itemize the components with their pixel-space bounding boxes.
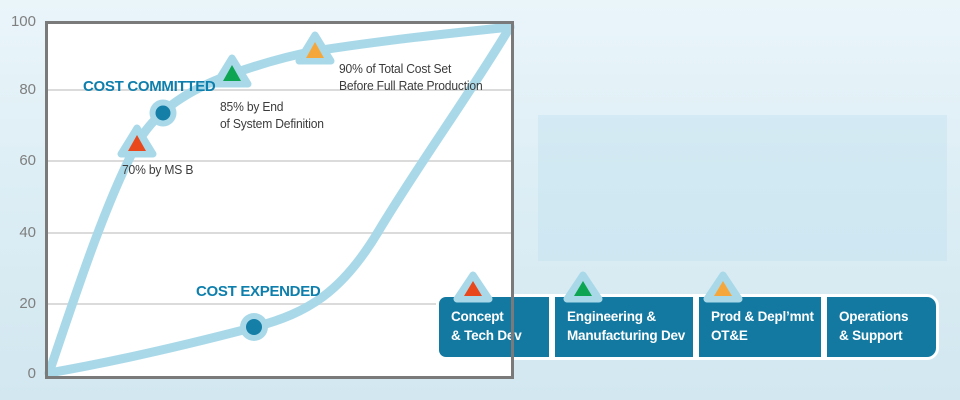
phase-box-concept-tech-dev: Concept & Tech Dev [436, 271, 552, 360]
cost-expended-curve [44, 22, 515, 378]
gridlines [48, 89, 511, 305]
y-axis-tick-80: 80 [19, 81, 36, 98]
annotation-system-definition: 85% by End of System Definition [220, 98, 324, 132]
system-definition-green-triangle-marker [212, 54, 252, 88]
committed-blue-dot-marker [149, 99, 177, 127]
ms-b-red-triangle-marker [117, 124, 157, 158]
y-axis-tick-60: 60 [19, 152, 36, 169]
annotation-ms-b: 70% by MS B [122, 162, 194, 177]
phase-label-line: Concept [451, 309, 504, 324]
annotation-full-rate-production-line2: Before Full Rate Production [339, 78, 483, 93]
y-axis-tick-0: 0 [27, 365, 36, 382]
annotation-system-definition-line1: 85% by End [220, 99, 284, 114]
phase-label-line: Prod & Depl’mnt [711, 309, 814, 324]
full-rate-production-orange-triangle-marker [295, 31, 335, 65]
annotation-full-rate-production-line1: 90% of Total Cost Set [339, 61, 452, 76]
phase-label-line: & Support [839, 328, 903, 343]
annotation-system-definition-line2: of System Definition [220, 116, 324, 131]
phase-label-line: OT&E [711, 328, 748, 343]
production-phase-orange-triangle-icon [703, 271, 743, 303]
phase-box-operations-support: Operations & Support [824, 294, 939, 360]
phase-box-engineering-manufacturing-dev: Engineering & Manufacturing Dev [552, 271, 696, 360]
cost-expended-label: COST EXPENDED [196, 283, 321, 300]
y-axis-tick-40: 40 [19, 224, 36, 241]
phase-label-line: Engineering & [567, 309, 656, 324]
phase-label-line: Manufacturing Dev [567, 328, 686, 343]
y-axis-tick-100: 100 [10, 13, 36, 30]
annotation-full-rate-production: 90% of Total Cost Set Before Full Rate P… [339, 60, 483, 94]
background-band [538, 115, 947, 261]
phase-box-prod-deployment-ote: Prod & Depl’mnt OT&E [696, 271, 824, 360]
phase-label-line: & Tech Dev [451, 328, 522, 343]
expended-blue-dot-marker [240, 313, 268, 341]
emd-phase-green-triangle-icon [563, 271, 603, 303]
y-axis-tick-20: 20 [19, 295, 36, 312]
cost-committed-label: COST COMMITTED [83, 78, 216, 95]
concept-phase-red-triangle-icon [453, 271, 493, 303]
phase-label-line: Operations [839, 309, 909, 324]
